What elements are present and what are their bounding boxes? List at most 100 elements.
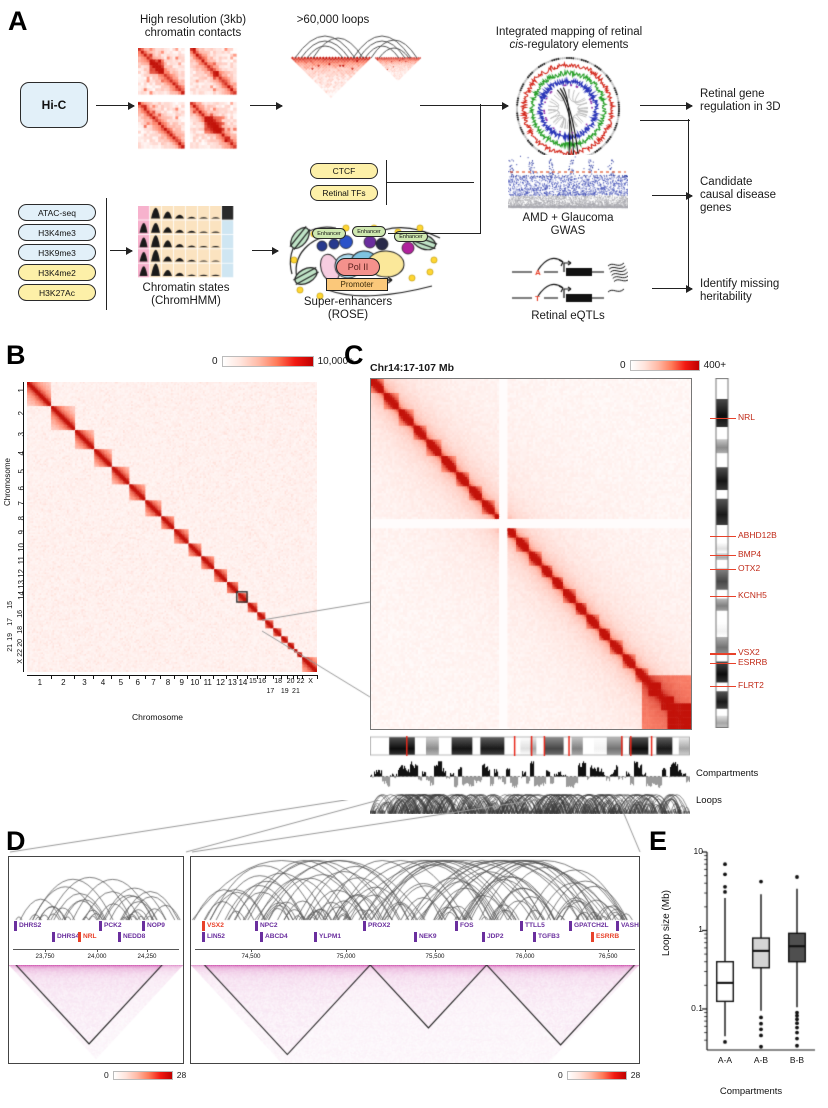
output-retinal-gene-regulation: Retinal gene regulation in 3D (700, 88, 781, 113)
loops-track-label: Loops (696, 795, 722, 806)
arrow-out-1 (640, 100, 693, 112)
gene-body-nrl (78, 932, 81, 942)
assay-pill-h3k4me2[interactable]: H3K4me2 (18, 264, 96, 281)
factor-pill-retinal-tfs[interactable]: Retinal TFs (310, 185, 378, 201)
panel-b-x-tick-10: 10 (190, 678, 200, 687)
panel-b-y-tick-14: 14 (17, 590, 26, 600)
axis-tickmark (97, 949, 98, 952)
panel-c-letter: C (344, 340, 364, 370)
caption-loops-count: >60,000 loops (296, 14, 370, 26)
gene-body-gpatch2l (569, 921, 572, 931)
panel-d-right-colorbar-min: 0 (558, 1070, 563, 1080)
panel-e-xtick-b-b: B-B (789, 1055, 805, 1065)
panel-b-x-tick-9: 9 (179, 678, 184, 687)
panel-b-x-tickmark (213, 675, 215, 679)
panel-b-x-tick-8: 8 (165, 678, 171, 687)
genome-wide-hic-heatmap[interactable] (27, 382, 317, 672)
gene-marker-label-vsx2: VSX2 (738, 647, 760, 658)
gene-body-dhrs4 (52, 932, 55, 942)
panel-e-boxplot-canvas[interactable] (681, 844, 821, 1074)
panel-b-y-axis-line (23, 382, 25, 672)
panel-d-zoomed-regions: D DHRS2 PCK2 NOP9 DHRS4 NRL NEDD8 23,750 24,00… (0, 820, 645, 1108)
panel-d-right-gene-track: VSX2 NPC2 PROX2 FOS TTLL5 GPATCH2L VASH1 LIN52 A… (191, 921, 639, 949)
loop-arcs-triangle-thumbnail (283, 32, 423, 142)
panel-b-y-tick-19: 19 (7, 632, 14, 641)
gene-body-dhrs2 (14, 921, 17, 931)
arrow-chromhmm-to-superenhancer (252, 245, 279, 257)
panel-d-left-subpanel[interactable]: DHRS2 PCK2 NOP9 DHRS4 NRL NEDD8 23,750 24,000 2… (8, 856, 184, 1064)
gene-body-jdp2 (482, 932, 485, 942)
gene-label-jdp2: JDP2 (487, 933, 504, 940)
gene-label-vash1: VASH1 (621, 922, 639, 929)
panel-b-y-tick-21: 21 (7, 643, 14, 652)
axis-tick-label-76000: 76,000 (515, 953, 535, 960)
assay-pill-atac-seq[interactable]: ATAC-seq (18, 204, 96, 221)
panel-d-right-subpanel[interactable]: VSX2 NPC2 PROX2 FOS TTLL5 GPATCH2L VASH1 LIN52 A… (190, 856, 640, 1064)
panel-b-colorbar-min: 0 (212, 356, 218, 367)
chr14-horizontal-ideogram (370, 735, 690, 757)
panel-d-left-gene-track: DHRS2 PCK2 NOP9 DHRS4 NRL NEDD8 (9, 921, 183, 949)
axis-tickmark (251, 949, 252, 952)
gene-label-esrrb: ESRRB (596, 933, 620, 940)
panel-c-chr14-hic: C Chr14:17-107 Mb 0 400+ NRL ABHD12B BMP4 O… (340, 340, 828, 820)
gwas-manhattan-plot (508, 155, 628, 211)
gene-marker-line-otx2 (710, 568, 736, 570)
axis-tickmark (45, 949, 46, 952)
factor-connector (386, 182, 474, 184)
panel-b-x-tick-7: 7 (151, 678, 156, 687)
panel-b-y-tick-10: 10 (17, 542, 26, 552)
gene-label-ttll5: TTLL5 (525, 922, 545, 929)
assay-pill-h3k27ac[interactable]: H3K27Ac (18, 284, 96, 301)
panel-d-right-contact-map (191, 965, 639, 1063)
assay-pill-h3k9me3[interactable]: H3K9me3 (18, 244, 96, 261)
axis-tick-label-23750: 23,750 (35, 953, 55, 960)
output-identify-missing-heritability: Identify missing heritability (700, 278, 780, 303)
panel-b-x-tick-16: 16 (258, 678, 266, 685)
caption-chromatin-states: Chromatin states (ChromHMM) (142, 282, 230, 307)
hic-input-box: Hi-C (20, 82, 88, 128)
gene-label-npc2: NPC2 (260, 922, 278, 929)
gene-body-pck2 (99, 921, 102, 931)
panel-b-x-tick-4: 4 (100, 678, 106, 687)
panel-b-x-tick-21: 21 (292, 688, 300, 695)
panel-b-y-tick-13: 13 (17, 580, 26, 590)
gene-marker-label-flrt2: FLRT2 (738, 680, 764, 690)
panel-c-colorbar: 0 400+ (620, 360, 726, 371)
gene-label-gpatch2l: GPATCH2L (574, 922, 609, 929)
gene-marker-line-esrrb (710, 663, 736, 665)
arrow-to-circos (480, 100, 509, 112)
gene-marker-label-abhd12b: ABHD12B (738, 530, 777, 541)
gene-body-esrrb (591, 932, 594, 942)
compartments-track-label: Compartments (696, 768, 759, 779)
panel-d-right-axis-line (195, 949, 635, 950)
axis-tick-label-76500: 76,500 (598, 953, 618, 960)
gene-body-nek9 (414, 932, 417, 942)
gene-body-lin52 (202, 932, 205, 942)
panel-b-x-tickmark (144, 675, 146, 679)
enhancer-label-2: Enhancer (352, 226, 386, 237)
assay-pill-h3k4me3[interactable]: H3K4me3 (18, 224, 96, 241)
chr14-vertical-ideogram (714, 378, 730, 728)
panel-d-left-axis-line (13, 949, 179, 950)
panel-d-left-colorbar-min: 0 (104, 1070, 109, 1080)
panel-b-y-tick-4: 4 (17, 451, 26, 456)
gene-marker-label-esrrb: ESRRB (738, 657, 768, 668)
gene-body-tgfb3 (533, 932, 536, 942)
axis-tick-label-74500: 74,500 (241, 953, 261, 960)
loops-track (370, 792, 690, 814)
gene-marker-line-kcnh5 (710, 595, 736, 597)
chr14-hic-heatmap[interactable] (370, 378, 692, 730)
panel-d-right-tick-labels: 74,500 75,000 75,500 76,000 76,500 (191, 949, 639, 965)
panel-e-ytick-1: 1 (698, 924, 703, 935)
panel-e-ytick-10: 10 (693, 846, 703, 856)
panel-b-x-tick-2: 2 (61, 678, 66, 687)
factor-pill-ctcf[interactable]: CTCF (310, 163, 378, 179)
panel-b-y-tick-17: 17 (7, 618, 14, 627)
panel-e-letter: E (649, 826, 667, 856)
compartments-track (370, 760, 690, 790)
gene-body-nop9 (142, 921, 145, 931)
gene-label-nrl: NRL (83, 933, 97, 940)
pol-ii-label: Pol II (336, 258, 380, 276)
gene-marker-line-vsx2 (710, 653, 736, 655)
panel-b-colorbar-max: 10,000+ (317, 356, 354, 367)
